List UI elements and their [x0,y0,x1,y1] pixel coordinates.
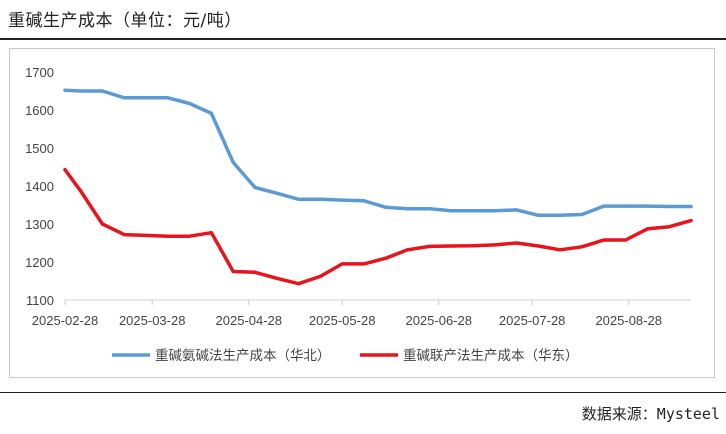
series-line-1 [63,88,693,218]
legend-label: 重碱氨碱法生产成本（华北） [155,348,331,363]
x-tick-label: 2025-08-28 [595,313,662,328]
data-point [667,204,671,209]
data-point [558,213,562,217]
data-source: 数据来源：Mysteel [581,405,720,423]
chart-title: 重碱生产成本（单位：元/吨） [8,11,242,31]
x-tick-label: 2025-04-28 [216,313,283,328]
data-point [166,234,170,238]
data-point [362,262,366,266]
data-point [406,207,410,211]
data-point [318,197,322,201]
footer-divider [0,392,726,393]
data-point [558,248,562,252]
line-chart: 1100 1200 1300 1400 1500 1600 1700 2025-02-28 20… [25,65,693,363]
y-tick-label: 1100 [26,293,54,308]
data-point [318,274,322,278]
y-tick-label: 1500 [25,141,54,156]
data-point [624,204,628,208]
series-line-2 [63,167,693,286]
x-tick-label: 2025-07-28 [499,313,566,328]
x-tick-label: 2025-02-28 [32,313,99,328]
data-point [166,96,170,100]
data-point [580,212,584,217]
data-point [471,209,475,213]
data-point [275,276,279,280]
data-point [602,238,606,242]
data-point [406,248,410,252]
data-point [645,227,650,231]
data-point [580,245,584,249]
data-point [515,208,519,212]
data-point [100,222,104,226]
y-tick-label: 1200 [25,255,54,270]
data-point [449,244,453,248]
data-point [602,204,606,208]
chart-frame: 1100 1200 1300 1400 1500 1600 1700 2025-02-28 20… [9,48,715,378]
data-point [297,282,301,286]
x-tick-label: 2025-03-28 [119,313,186,328]
data-point [144,96,148,100]
data-point [384,256,388,260]
data-point [63,88,67,92]
data-point [231,160,235,164]
legend-label: 重碱联产法生产成本（华东） [403,348,579,363]
y-tick-label: 1400 [25,179,54,194]
data-point [493,209,497,213]
data-point [340,262,344,266]
data-point [536,213,541,217]
data-point [188,234,192,238]
y-tick-label: 1300 [25,217,54,232]
data-point [79,89,83,93]
data-point [63,168,67,172]
data-point [144,233,148,237]
x-tick-label: 2025-06-28 [405,313,472,328]
data-point [209,111,213,115]
data-point [231,269,235,274]
data-point [449,209,453,213]
chart-series [63,88,693,286]
data-point [275,191,279,195]
chart-legend: 重碱氨碱法生产成本（华北） 重碱联产法生产成本（华东） [112,348,579,363]
data-point [79,189,83,193]
data-point [362,199,366,203]
data-point [689,204,693,209]
data-point [493,243,497,247]
data-point [471,244,475,248]
data-point [384,205,388,209]
chart-axes: 1100 1200 1300 1400 1500 1600 1700 2025-02-28 20… [25,65,691,328]
y-tick-label: 1700 [25,65,54,80]
data-point [689,219,693,223]
data-point [209,231,213,235]
data-point [645,204,650,208]
data-point [340,198,344,202]
data-point [253,185,257,190]
data-point [122,96,126,100]
data-point [297,197,301,201]
data-point [122,233,126,237]
data-point [188,101,192,106]
data-point [100,89,104,93]
data-point [515,241,519,245]
y-tick-label: 1600 [25,103,54,118]
data-point [536,244,541,248]
data-point [624,238,628,242]
data-point [427,207,431,211]
title-divider [0,38,726,40]
x-tick-label: 2025-05-28 [309,313,376,328]
data-point [253,270,257,274]
data-point [667,225,671,229]
data-point [427,244,431,248]
